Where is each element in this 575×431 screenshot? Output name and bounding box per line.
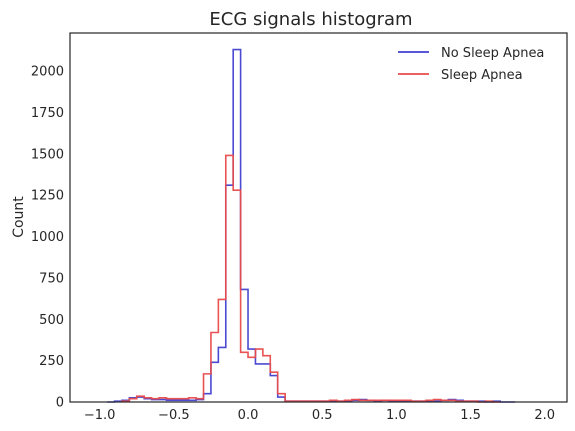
legend-label-sleep-apnea: Sleep Apnea (441, 68, 523, 83)
legend-label-no-sleep-apnea: No Sleep Apnea (441, 46, 544, 61)
x-axis-ticks: −1.0 −0.5 0.0 0.5 1.0 1.5 2.0 (84, 408, 555, 423)
x-tick-label: −1.0 (84, 408, 116, 423)
x-tick-label: 2.0 (534, 408, 555, 423)
y-tick-label: 250 (39, 354, 64, 369)
x-tick-label: 0.5 (312, 408, 333, 423)
y-tick-label: 0 (56, 396, 64, 411)
y-tick-label: 500 (39, 313, 64, 328)
y-axis-ticks: 0 250 500 750 1000 1250 1500 1750 2000 (31, 65, 64, 411)
y-tick-label: 1500 (31, 147, 64, 162)
y-tick-label: 750 (39, 271, 64, 286)
y-axis-label: Count (11, 196, 27, 238)
series-layer (107, 48, 516, 403)
x-tick-label: 1.0 (386, 408, 407, 423)
y-tick-label: 2000 (31, 65, 64, 80)
y-tick-label: 1000 (31, 230, 64, 245)
legend: No Sleep Apnea Sleep Apnea (398, 46, 544, 83)
y-tick-label: 1250 (31, 189, 64, 204)
plot-frame (69, 32, 568, 403)
x-tick-label: 1.5 (460, 408, 481, 423)
y-tick-label: 1750 (31, 106, 64, 121)
chart-title: ECG signals histogram (209, 9, 412, 30)
x-tick-label: −0.5 (158, 408, 190, 423)
x-tick-label: 0.0 (238, 408, 259, 423)
series-step-sleep-apnea (121, 154, 501, 403)
